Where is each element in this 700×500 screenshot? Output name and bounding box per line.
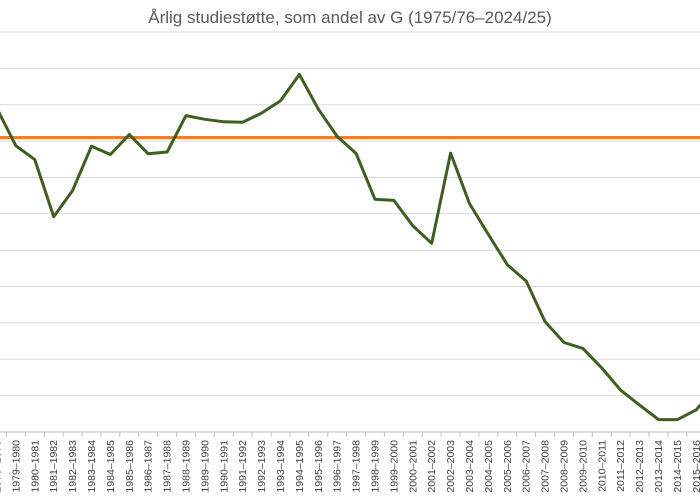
x-tick-label: 2006–2007: [521, 440, 533, 493]
x-tick-label: 2015–2016: [691, 440, 700, 493]
x-tick-label: 1982–1983: [67, 440, 79, 493]
x-tick-label: 2005–2006: [502, 440, 514, 493]
series-group: [0, 73, 700, 422]
x-tick-label: 1997–1998: [351, 440, 363, 493]
x-tick-label: 1990–1991: [218, 440, 230, 493]
series-line-1: [0, 73, 700, 422]
x-tick-label: 2000–2001: [407, 440, 419, 493]
x-tick-label: 1989–1990: [199, 440, 211, 493]
x-tick-label: 1978–1979: [0, 440, 4, 493]
x-tick-label: 2008–2009: [559, 440, 571, 493]
x-tick-label: 2009–2010: [577, 440, 589, 493]
x-tick-label: 2007–2008: [540, 440, 552, 493]
x-tick-label: 2010–2011: [596, 440, 608, 492]
x-tick-label: 2003–2004: [464, 440, 476, 493]
x-tick-label: 1988–1989: [181, 440, 193, 493]
x-tick-label: 2012–2013: [634, 440, 646, 493]
x-tick-label: 1984–1985: [105, 440, 117, 493]
x-tick-label: 1995–1996: [313, 440, 325, 493]
x-tick-label: 2002–2003: [445, 440, 457, 493]
x-tick-label: 1992–1993: [256, 440, 268, 493]
x-axis: [0, 431, 700, 437]
x-tick-label: 2011–2012: [615, 440, 627, 492]
x-tick-label: 1987–1988: [162, 440, 174, 493]
x-tick-label: 1996–1997: [332, 440, 344, 493]
gridlines: [0, 31, 700, 397]
x-tick-label: 1983–1984: [86, 440, 98, 493]
x-tick-label: 1986–1987: [143, 440, 155, 493]
x-tick-label: 1994–1995: [294, 440, 306, 493]
x-tick-labels: 1978–1979 1979–1980 1980–1981 1981–1982 1982…: [0, 440, 700, 493]
x-tick-label: 1979–1980: [10, 440, 22, 493]
x-tick-label: 1985–1986: [124, 440, 136, 493]
x-tick-label: 1980–1981: [29, 440, 41, 493]
x-tick-label: 2014–2015: [672, 440, 684, 493]
x-tick-label: 1999–2000: [388, 440, 400, 493]
chart-title: Årlig studiestøtte, som andel av G (1975…: [148, 8, 552, 27]
x-tick-label: 1981–1982: [48, 440, 60, 493]
x-tick-label: 2001–2002: [426, 440, 438, 493]
x-tick-label: 1991–1992: [237, 440, 249, 493]
x-tick-label: 2004–2005: [483, 440, 495, 493]
x-tick-label: 2013–2014: [653, 440, 665, 493]
x-tick-label: 1998–1999: [370, 440, 382, 493]
x-tick-label: 1993–1994: [275, 440, 287, 493]
